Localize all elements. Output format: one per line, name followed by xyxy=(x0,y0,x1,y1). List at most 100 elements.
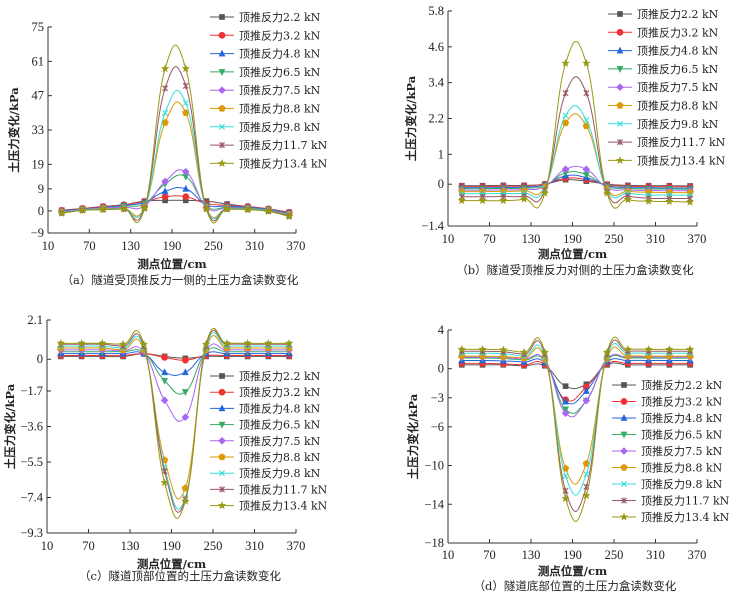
legend-item: 顶推反力2.2 kN xyxy=(210,10,321,24)
legend-label: 顶推反力9.8 kN xyxy=(641,477,723,491)
x-axis-title: 测点位置/cm xyxy=(538,247,607,261)
x-tick-label: 250 xyxy=(204,239,223,253)
y-tick-label: −10 xyxy=(424,459,444,473)
legend-item: 顶推反力6.5 kN xyxy=(210,418,321,432)
legend-label: 顶推反力7.5 kN xyxy=(239,434,321,448)
data-point xyxy=(161,377,169,385)
legend-label: 顶推反力8.8 kN xyxy=(641,461,723,475)
x-tick-label: 190 xyxy=(162,539,181,553)
x-tick-label: 130 xyxy=(522,232,541,246)
y-tick-label: −1.7 xyxy=(20,384,43,398)
y-axis-title: 土压力变化/kPa xyxy=(404,75,418,161)
x-tick-label: 70 xyxy=(483,548,496,562)
legend-label: 顶推反力13.4 kN xyxy=(641,510,729,524)
data-point xyxy=(160,396,169,405)
legend-label: 顶推反力8.8 kN xyxy=(239,450,321,464)
legend-marker xyxy=(620,447,628,455)
legend-label: 顶推反力6.5 kN xyxy=(239,418,321,432)
legend-item: 顶推反力3.2 kN xyxy=(608,25,719,39)
legend-label: 顶推反力7.5 kN xyxy=(637,80,719,94)
legend-label: 顶推反力13.4 kN xyxy=(239,499,328,513)
y-tick-label: 9 xyxy=(38,182,44,196)
x-tick-label: 370 xyxy=(688,548,707,562)
y-tick-label: −14 xyxy=(424,497,444,511)
data-point xyxy=(562,112,569,119)
legend-label: 顶推反力4.8 kN xyxy=(641,411,723,425)
legend-marker xyxy=(621,497,627,504)
legend-item: 顶推反力7.5 kN xyxy=(210,83,321,97)
legend-item: 顶推反力4.8 kN xyxy=(612,411,723,425)
data-point xyxy=(284,338,294,347)
y-tick-label: −3.6 xyxy=(20,420,43,434)
legend-item: 顶推反力7.5 kN xyxy=(612,444,723,458)
data-point xyxy=(181,167,190,176)
legend-marker xyxy=(218,69,226,76)
y-tick-label: 0 xyxy=(438,177,444,191)
data-point xyxy=(562,397,570,405)
legend-item: 顶推反力4.8 kN xyxy=(210,401,321,415)
x-tick-label: 370 xyxy=(287,239,306,253)
data-point xyxy=(624,352,632,360)
figure-caption: （d）隧道底部位置的土压力盒读数变化 xyxy=(474,579,677,593)
chart-panel-c: −9.3 −7.4 −5.5 −3.6 −1.7 0 2.1 10 70 130 190 250 310… xyxy=(3,313,328,583)
legend-item: 顶推反力13.4 kN xyxy=(608,153,726,167)
legend-marker xyxy=(218,404,226,412)
y-tick-label: −1.4 xyxy=(421,219,444,233)
legend-label: 顶推反力8.8 kN xyxy=(239,102,321,116)
legend-label: 顶推反力11.7 kN xyxy=(239,138,328,152)
data-point xyxy=(458,352,466,360)
y-axis-title: 土压力变化/kPa xyxy=(3,383,17,469)
chart-panel-a: −9 0 9 19 33 47 61 75 10 70 130 190 250 310 370 测点位置/cm… xyxy=(7,10,328,287)
y-tick-label: −6 xyxy=(431,420,444,434)
y-tick-label: −18 xyxy=(424,536,444,550)
data-point xyxy=(77,338,86,347)
y-tick-label: −5.5 xyxy=(20,455,43,469)
data-point xyxy=(644,344,653,353)
x-tick-label: 10 xyxy=(442,232,455,246)
x-tick-label: 70 xyxy=(83,239,96,253)
legend-marker xyxy=(617,120,623,127)
data-point xyxy=(222,204,232,213)
data-point xyxy=(181,368,189,376)
y-tick-label: −9 xyxy=(31,226,44,240)
data-point xyxy=(202,204,211,213)
y-tick-label: 0 xyxy=(38,204,44,218)
legend-item: 顶推反力6.5 kN xyxy=(210,65,321,79)
x-tick-label: 250 xyxy=(204,539,223,553)
series-8 xyxy=(56,327,294,519)
data-point xyxy=(264,338,273,347)
data-point xyxy=(561,409,570,418)
y-tick-label: 61 xyxy=(32,54,45,68)
series-8 xyxy=(457,336,695,522)
data-point xyxy=(222,338,232,347)
legend-label: 顶推反力2.2 kN xyxy=(637,7,719,21)
series-2 xyxy=(458,171,694,191)
data-point xyxy=(562,473,569,480)
data-point xyxy=(201,339,211,348)
data-point xyxy=(685,197,695,206)
data-point xyxy=(140,203,149,213)
y-tick-label: 0 xyxy=(37,352,43,366)
x-tick-label: 250 xyxy=(605,548,624,562)
x-axis-title: 测点位置/cm xyxy=(538,564,607,578)
x-tick-label: 130 xyxy=(121,239,140,253)
legend-marker xyxy=(217,158,227,168)
x-tick-label: 310 xyxy=(245,539,264,553)
data-point xyxy=(181,64,191,73)
legend-marker xyxy=(616,28,624,36)
data-point xyxy=(540,188,550,197)
legend-item: 顶推反力13.4 kN xyxy=(612,510,729,524)
data-point xyxy=(602,347,612,356)
data-point xyxy=(284,212,294,221)
y-tick-label: 2.2 xyxy=(428,112,444,126)
legend-label: 顶推反力13.4 kN xyxy=(239,156,328,170)
legend-label: 顶推反力11.7 kN xyxy=(641,494,729,508)
legend-item: 顶推反力9.8 kN xyxy=(210,466,321,480)
x-tick-label: 10 xyxy=(41,539,54,553)
data-point xyxy=(665,344,674,353)
legend-item: 顶推反力8.8 kN xyxy=(210,450,321,464)
legend-marker xyxy=(217,501,227,510)
legend-item: 顶推反力11.7 kN xyxy=(210,482,328,496)
legend-marker xyxy=(617,139,623,146)
data-point xyxy=(78,205,87,215)
